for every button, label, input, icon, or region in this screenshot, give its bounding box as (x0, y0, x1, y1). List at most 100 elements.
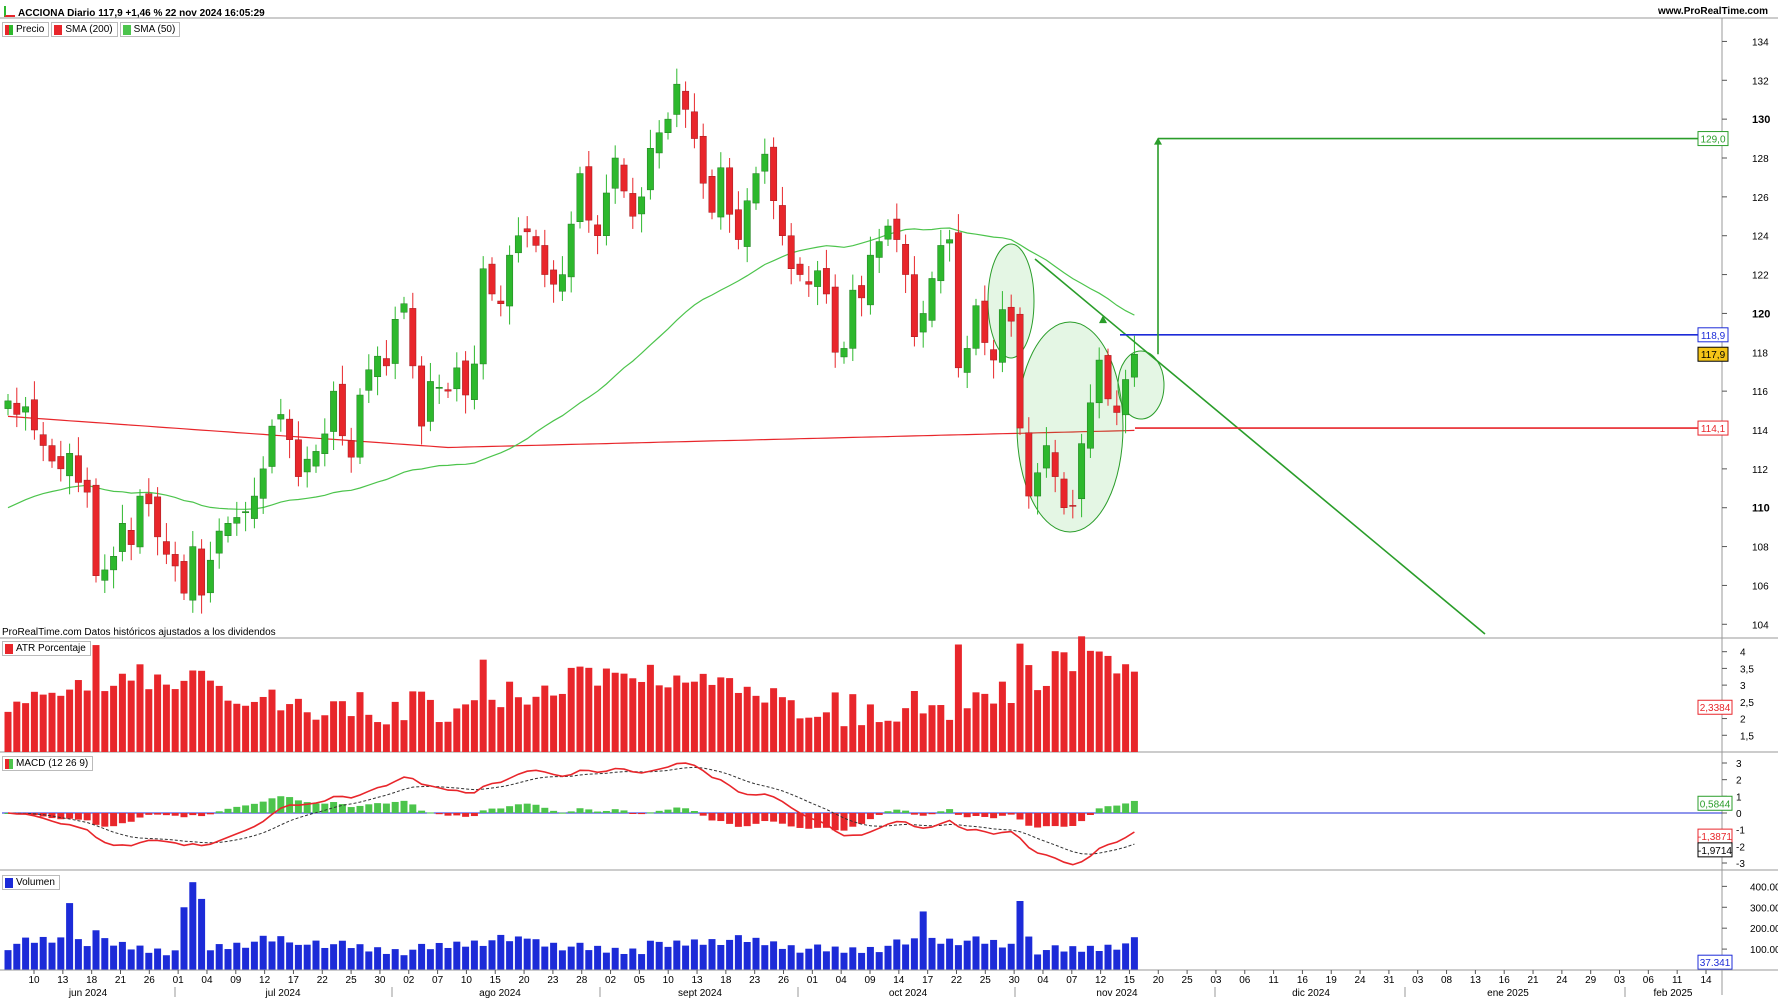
candle-body (66, 453, 74, 477)
volume-bar (356, 944, 364, 970)
candle (453, 352, 461, 402)
candle (1130, 335, 1138, 387)
month-label: jun 2024 (68, 988, 108, 999)
atr-bar (910, 690, 918, 752)
macd-histogram-bar (770, 813, 778, 822)
macd-histogram-bar (638, 813, 646, 815)
atr-bar (814, 716, 822, 752)
atr-bar (884, 720, 892, 752)
legend-volume[interactable]: Volumen (2, 875, 60, 890)
atr-tick-label: 2,5 (1740, 698, 1754, 709)
atr-bar (356, 692, 364, 752)
macd-histogram-bar (972, 813, 980, 816)
day-tick-label: 10 (461, 975, 473, 986)
candle-body (866, 254, 874, 306)
candle-body (312, 451, 320, 467)
day-tick-label: 11 (1268, 975, 1279, 986)
volume-bar (488, 940, 496, 970)
day-tick-label: 26 (778, 975, 790, 986)
macd-histogram-bar (250, 803, 258, 813)
macd-histogram-bar (1060, 813, 1068, 827)
candle-body (532, 236, 540, 246)
legend-macd[interactable]: MACD (12 26 9) (2, 756, 94, 771)
volume-bar (83, 946, 91, 970)
highlight-ellipse (1016, 321, 1124, 533)
candle (4, 394, 12, 416)
macd-histogram-bar (514, 804, 522, 813)
macd-histogram-bar (532, 804, 540, 813)
chart-title: ACCIONA Diario 117,9 +1,46 % 22 nov 2024… (18, 8, 265, 19)
candle (998, 291, 1006, 373)
legend-sma200[interactable]: SMA (200) (51, 22, 118, 37)
macd-histogram-bar (171, 813, 179, 816)
macd-histogram-bar (646, 812, 654, 814)
candle (761, 138, 769, 184)
atr-bar (374, 722, 382, 752)
macd-histogram-bar (585, 809, 593, 813)
macd-histogram-bar (1069, 813, 1077, 826)
candle-body (990, 349, 998, 361)
candle-body (347, 440, 355, 458)
candle-body (787, 235, 795, 269)
legend-sma50[interactable]: SMA (50) (119, 22, 181, 37)
macd-histogram-bar (884, 811, 892, 813)
candle (374, 346, 382, 396)
day-tick-label: 07 (432, 975, 444, 986)
candle-body (224, 523, 232, 536)
atr-bar (294, 698, 302, 752)
candle (39, 422, 47, 462)
highlight-ellipse (1117, 350, 1165, 420)
candle (470, 345, 478, 410)
atr-bar (136, 664, 144, 752)
macd-histogram-bar (268, 798, 276, 813)
macd-histogram-bar (409, 804, 417, 813)
atr-tick-label: 3,5 (1740, 664, 1754, 675)
volume-bar (602, 952, 610, 970)
brand-link[interactable]: www.ProRealTime.com (1657, 6, 1768, 17)
price-footnote: ProRealTime.com Datos históricos ajustad… (2, 627, 276, 638)
volume-bar (268, 941, 276, 970)
atr-bar (805, 717, 813, 752)
candle (638, 187, 646, 233)
price-tick-label: 106 (1752, 581, 1769, 592)
candle-body (770, 146, 778, 201)
legend-price[interactable]: Precio (2, 22, 50, 37)
candle-body (726, 167, 734, 215)
atr-bar (1130, 671, 1138, 752)
candle (356, 388, 364, 464)
candle-body (426, 381, 434, 422)
candle-body (48, 445, 56, 462)
price-tag: 129,0 (1697, 131, 1729, 147)
candle (673, 68, 681, 128)
sma50-line (7, 227, 1135, 510)
macd-histogram-bar (470, 813, 478, 817)
candle (814, 260, 822, 306)
volume-bar (303, 944, 311, 970)
volume-bar (215, 944, 223, 970)
day-tick-label: 09 (864, 975, 876, 986)
candle-body (233, 517, 241, 524)
candle-body (655, 132, 663, 154)
volume-bar (497, 934, 505, 970)
volume-bar (259, 935, 267, 970)
macd-line (7, 762, 1135, 866)
macd-histogram-bar (356, 805, 364, 813)
candle-body (470, 363, 478, 400)
atr-bar (277, 710, 285, 752)
volume-bar (910, 938, 918, 970)
atr-bar (778, 697, 786, 752)
day-tick-label: 06 (1239, 975, 1251, 986)
volume-bar (1042, 950, 1050, 970)
macd-histogram-bar (831, 813, 839, 831)
day-tick-label: 13 (57, 975, 69, 986)
legend-atr[interactable]: ATR Porcentaje (2, 641, 91, 656)
day-tick-label: 10 (663, 975, 675, 986)
candle-body (22, 406, 30, 413)
atr-tick-label: 3 (1740, 681, 1746, 692)
macd-histogram-bar (435, 813, 443, 815)
atr-bar (972, 692, 980, 752)
day-tick-label: 15 (490, 975, 502, 986)
candle-body (400, 303, 408, 313)
price-swatch (5, 24, 9, 35)
macd-histogram-bar (981, 813, 989, 817)
